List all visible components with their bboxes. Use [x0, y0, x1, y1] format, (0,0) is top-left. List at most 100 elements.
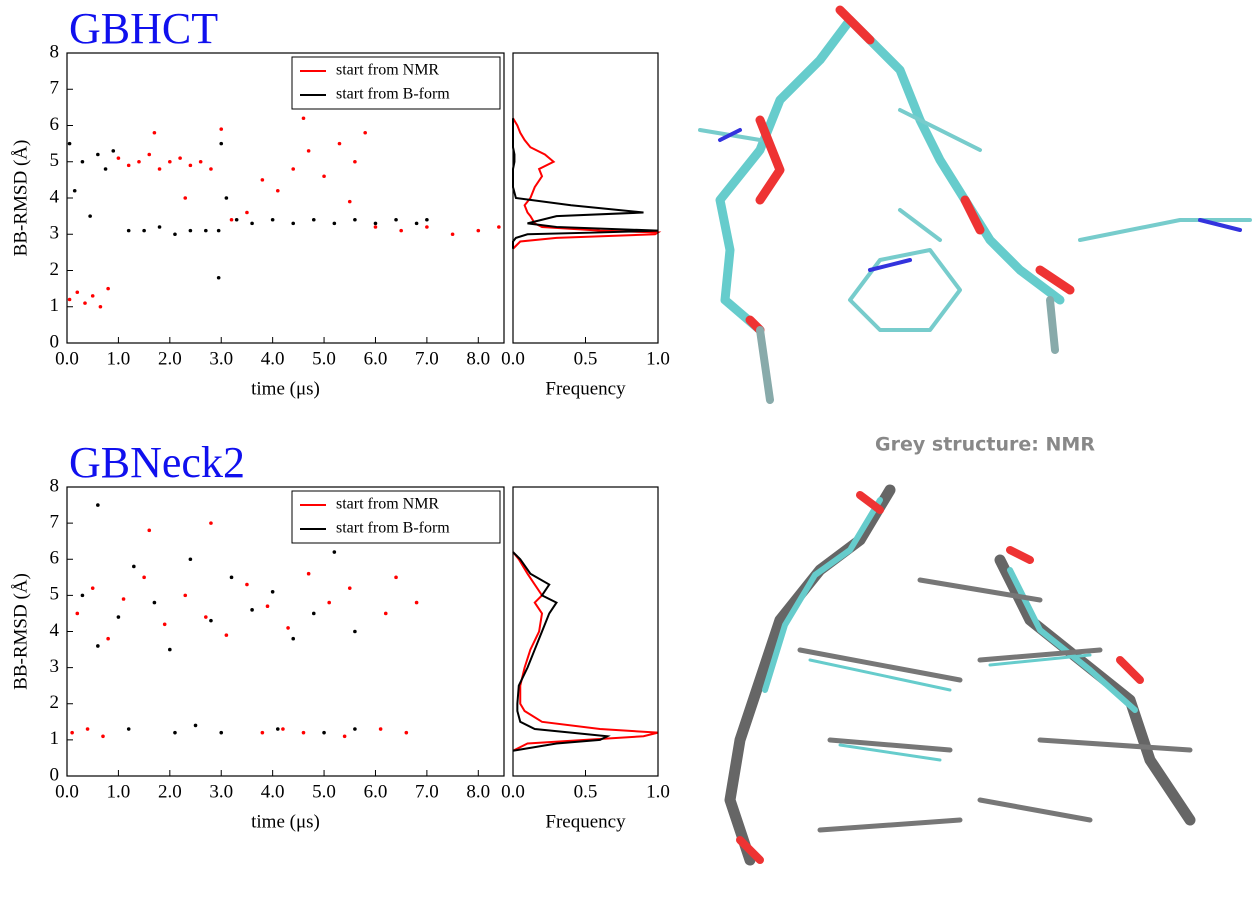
- point: [425, 217, 429, 222]
- point: [106, 286, 110, 291]
- point: [147, 528, 152, 533]
- y-tick-label: 5: [50, 584, 60, 605]
- point: [275, 727, 280, 731]
- y-tick-label: 3: [50, 656, 60, 677]
- bases-sim: [808, 653, 1092, 762]
- x-tick-label: 0.5: [574, 781, 598, 802]
- point: [301, 116, 306, 121]
- point: [173, 730, 177, 735]
- structure-bottom: [724, 484, 1196, 866]
- x-axis-label: time (μs): [251, 811, 320, 832]
- point: [219, 127, 224, 131]
- point: [270, 589, 275, 594]
- point: [80, 159, 85, 164]
- x-axis-label: Frequency: [545, 811, 626, 832]
- point: [245, 210, 249, 215]
- point: [229, 575, 234, 580]
- x-tick-label: 5.0: [312, 781, 336, 802]
- point: [188, 163, 193, 168]
- point: [183, 196, 188, 200]
- point: [234, 217, 239, 222]
- point: [219, 141, 224, 146]
- point: [126, 727, 131, 731]
- legend-label: start from NMR: [336, 496, 439, 513]
- point: [476, 228, 481, 233]
- point: [281, 727, 285, 731]
- point: [101, 734, 105, 739]
- point: [168, 159, 172, 164]
- frequency-line: [512, 117, 662, 250]
- point: [306, 149, 311, 153]
- point: [209, 521, 213, 525]
- point: [245, 582, 249, 587]
- x-axis-label: Frequency: [545, 378, 626, 399]
- point: [275, 188, 280, 193]
- plot-frame: [512, 52, 659, 344]
- point: [337, 141, 342, 146]
- point: [353, 629, 357, 634]
- y-axis-label: BB-RMSD (Å): [10, 140, 31, 257]
- point: [250, 221, 254, 226]
- nmr-backbone: [724, 484, 1196, 866]
- point: [178, 156, 182, 160]
- point: [72, 188, 77, 193]
- point: [414, 221, 419, 226]
- point: [224, 196, 229, 200]
- nitrogen: [718, 128, 1242, 272]
- x-tick-label: 7.0: [415, 781, 439, 802]
- point: [216, 228, 221, 233]
- x-tick-label: 6.0: [364, 781, 388, 802]
- point: [188, 557, 193, 562]
- point: [126, 163, 131, 168]
- point: [378, 727, 383, 731]
- point: [67, 297, 72, 302]
- point: [80, 593, 85, 598]
- point: [311, 217, 316, 222]
- point: [137, 159, 141, 164]
- point: [373, 225, 378, 229]
- point: [168, 647, 172, 652]
- point: [126, 228, 131, 233]
- x-tick-label: 1.0: [107, 781, 131, 802]
- point: [250, 608, 254, 612]
- point: [116, 615, 121, 619]
- structure-top: [698, 5, 1252, 404]
- point: [260, 730, 265, 735]
- x-tick-label: 0.0: [501, 781, 525, 802]
- x-tick-label: 0.0: [501, 348, 525, 369]
- point: [322, 174, 326, 179]
- point: [83, 301, 87, 305]
- y-tick-label: 0: [50, 764, 60, 785]
- point: [142, 228, 146, 233]
- point: [193, 723, 198, 728]
- x-tick-label: 4.0: [261, 781, 285, 802]
- point: [404, 730, 409, 735]
- point: [450, 232, 455, 237]
- point: [291, 167, 296, 171]
- point: [353, 217, 357, 222]
- point: [209, 167, 213, 171]
- point: [383, 611, 388, 616]
- point: [103, 167, 108, 171]
- point: [270, 217, 275, 222]
- x-tick-label: 1.0: [646, 348, 670, 369]
- point: [198, 159, 203, 164]
- point: [183, 593, 188, 598]
- x-tick-label: 5.0: [312, 348, 336, 369]
- point: [152, 130, 157, 135]
- y-tick-label: 6: [50, 548, 60, 569]
- point: [204, 615, 208, 619]
- legend-label: start from B-form: [336, 86, 450, 103]
- point: [173, 232, 177, 237]
- point: [229, 217, 234, 222]
- point: [219, 730, 224, 735]
- point: [332, 221, 337, 226]
- point: [291, 221, 296, 226]
- y-tick-label: 2: [50, 259, 60, 280]
- phosphate: [736, 491, 1144, 864]
- y-tick-label: 6: [50, 114, 60, 135]
- frequency-line: [512, 551, 611, 752]
- point: [204, 228, 208, 233]
- point: [157, 225, 162, 229]
- annotation: Grey structure: NMR: [875, 434, 1095, 456]
